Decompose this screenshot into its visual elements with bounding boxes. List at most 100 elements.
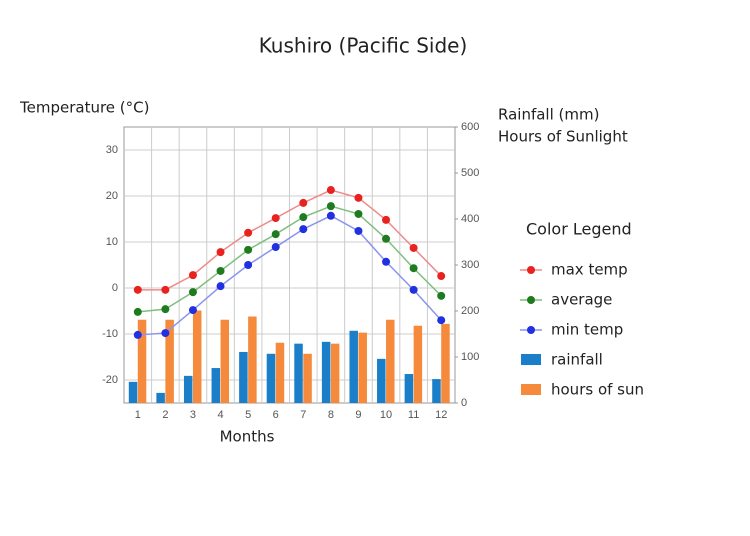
y-tick-label: 0: [112, 282, 118, 294]
bar: [321, 341, 331, 403]
point: [382, 257, 391, 266]
bar: [303, 353, 312, 403]
point: [244, 245, 253, 254]
y2-tick-label: 0: [461, 397, 467, 409]
x-axis-label: Months: [220, 428, 275, 446]
bar: [156, 392, 165, 403]
y2-tick-label: 300: [461, 259, 479, 271]
bar: [358, 332, 367, 403]
point: [133, 307, 142, 316]
point: [437, 316, 446, 325]
bar: [266, 353, 276, 403]
bar: [441, 323, 450, 403]
legend-marker: [527, 326, 535, 334]
point: [382, 234, 391, 243]
x-tick-label: 2: [162, 409, 168, 421]
line: [137, 214, 442, 336]
point: [133, 330, 142, 339]
bar: [211, 368, 221, 403]
x-tick-label: 11: [408, 409, 419, 421]
bar: [128, 381, 138, 403]
y2-tick-label: 500: [461, 167, 479, 179]
point: [437, 272, 446, 281]
point: [271, 214, 280, 223]
point: [216, 248, 225, 257]
point: [326, 202, 335, 211]
point: [188, 306, 197, 315]
y-tick-label: 10: [106, 236, 118, 248]
point: [244, 228, 253, 237]
point: [161, 305, 170, 314]
point: [271, 243, 280, 252]
bar: [192, 310, 202, 403]
point: [354, 193, 363, 202]
point: [161, 329, 170, 338]
point: [326, 211, 335, 220]
bar: [248, 316, 257, 403]
point: [409, 264, 418, 273]
y-tick-label: 20: [106, 190, 118, 202]
legend-label: hours of sun: [551, 381, 644, 399]
y2-axis-label: Rainfall (mm): [498, 106, 599, 124]
bar: [386, 319, 395, 403]
point: [161, 285, 170, 294]
y-tick-label: -10: [102, 328, 118, 340]
x-tick-label: 8: [328, 409, 334, 421]
legend-marker: [527, 266, 535, 274]
legend-title: Color Legend: [526, 220, 632, 239]
legend-label: average: [551, 291, 612, 309]
bar: [349, 330, 358, 403]
point: [409, 285, 418, 294]
y2-tick-label: 100: [461, 351, 479, 363]
point: [244, 261, 253, 269]
legend-swatch: [521, 384, 541, 395]
legend-marker: [527, 296, 535, 304]
point: [188, 271, 197, 280]
point: [271, 230, 280, 239]
bar: [165, 319, 174, 403]
bar: [220, 319, 230, 403]
x-tick-label: 5: [245, 409, 251, 421]
y2-tick-label: 400: [461, 213, 479, 225]
point: [409, 243, 418, 252]
x-tick-label: 12: [435, 409, 447, 421]
line: [137, 205, 442, 313]
bar: [432, 379, 441, 403]
bar: [294, 343, 303, 403]
x-tick-label: 10: [380, 409, 392, 421]
point: [437, 291, 446, 300]
point: [354, 226, 363, 235]
legend-label: min temp: [551, 321, 623, 339]
x-tick-label: 9: [355, 409, 361, 421]
point: [326, 186, 335, 195]
y-tick-label: 30: [106, 144, 118, 156]
legend-swatch: [521, 354, 541, 365]
x-tick-label: 6: [273, 409, 279, 421]
bar: [404, 374, 414, 403]
point: [133, 285, 142, 294]
x-tick-label: 4: [217, 409, 223, 421]
chart-title: Kushiro (Pacific Side): [259, 34, 468, 58]
y-tick-label: -20: [102, 374, 118, 386]
bar: [275, 342, 285, 403]
bar: [377, 358, 386, 403]
y2-tick-label: 200: [461, 305, 479, 317]
bar: [183, 375, 193, 403]
point: [216, 266, 225, 275]
x-tick-label: 1: [135, 409, 141, 421]
bar: [330, 343, 340, 403]
point: [188, 288, 197, 297]
bar: [137, 319, 147, 403]
y-axis-label: Temperature (°C): [19, 99, 149, 117]
point: [382, 215, 391, 224]
point: [354, 209, 363, 218]
legend-label: rainfall: [551, 351, 603, 369]
legend-label: max temp: [551, 261, 628, 279]
x-tick-label: 7: [300, 409, 306, 421]
bar: [413, 325, 423, 403]
y2-tick-label: 600: [461, 121, 479, 133]
line: [137, 189, 442, 291]
point: [299, 198, 308, 207]
x-tick-label: 3: [190, 409, 196, 421]
